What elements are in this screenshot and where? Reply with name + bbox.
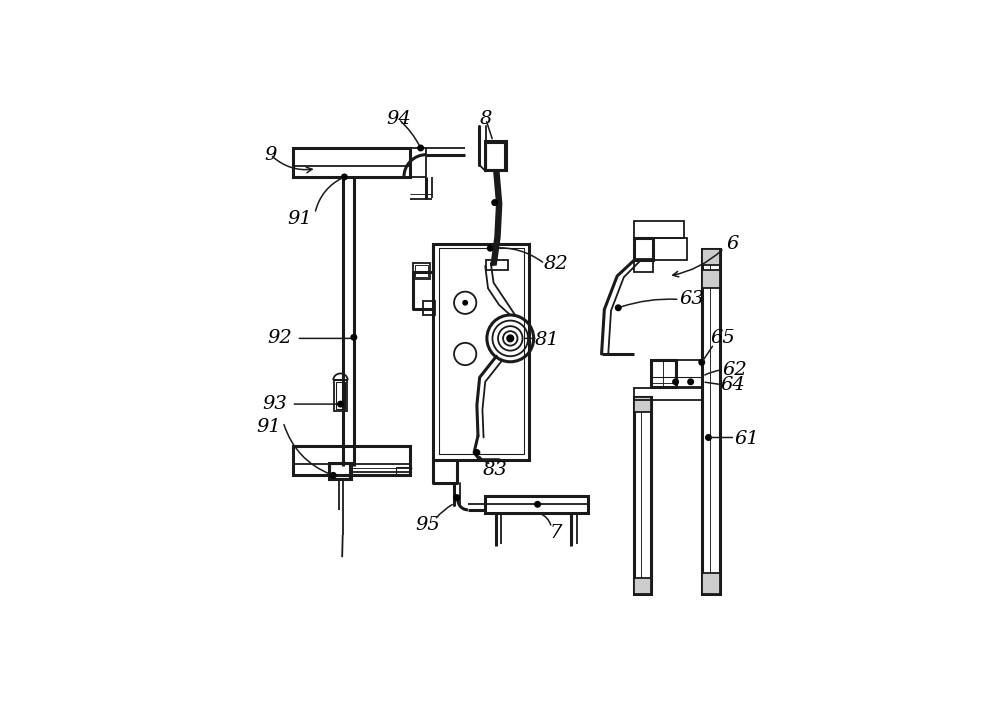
Bar — [634, 260, 653, 272]
Bar — [486, 143, 504, 168]
Bar — [423, 301, 435, 315]
Bar — [634, 221, 684, 238]
Text: 93: 93 — [262, 395, 287, 413]
Bar — [702, 270, 720, 288]
Bar — [634, 397, 651, 412]
Bar — [336, 382, 345, 408]
Text: 83: 83 — [482, 461, 507, 479]
Bar — [702, 249, 720, 594]
Bar — [634, 238, 653, 260]
Circle shape — [699, 359, 705, 365]
Circle shape — [535, 502, 540, 507]
Bar — [334, 380, 347, 411]
Text: 91: 91 — [256, 419, 281, 437]
Bar — [413, 263, 430, 279]
Text: 64: 64 — [720, 376, 745, 393]
Circle shape — [338, 401, 343, 407]
Circle shape — [330, 473, 336, 478]
Text: 65: 65 — [711, 330, 735, 347]
Bar — [651, 359, 663, 388]
Circle shape — [463, 301, 467, 305]
Text: 8: 8 — [480, 110, 492, 128]
Circle shape — [474, 450, 480, 455]
Bar — [634, 388, 702, 400]
Circle shape — [673, 379, 678, 385]
Text: 7: 7 — [550, 524, 562, 542]
Text: 61: 61 — [734, 429, 759, 448]
Bar — [485, 496, 588, 513]
Bar — [329, 463, 351, 479]
Text: 9: 9 — [264, 145, 277, 163]
Bar — [410, 148, 426, 177]
Circle shape — [418, 145, 423, 151]
Bar — [486, 260, 508, 270]
Circle shape — [507, 335, 514, 342]
Bar — [293, 148, 410, 177]
Bar — [396, 467, 410, 475]
Text: 95: 95 — [416, 516, 440, 534]
Text: 81: 81 — [535, 331, 559, 349]
Text: 62: 62 — [723, 361, 748, 379]
Circle shape — [454, 495, 460, 500]
Circle shape — [351, 335, 357, 340]
Bar — [634, 397, 651, 594]
Circle shape — [342, 174, 347, 180]
Text: 6: 6 — [726, 235, 739, 253]
Circle shape — [615, 305, 621, 311]
Circle shape — [492, 200, 497, 205]
Bar — [485, 141, 506, 170]
Bar — [676, 359, 702, 388]
Bar — [330, 464, 349, 478]
Text: 82: 82 — [544, 254, 568, 273]
Circle shape — [688, 379, 693, 385]
Bar — [651, 359, 676, 388]
Bar — [634, 578, 651, 594]
Bar — [415, 265, 428, 277]
Text: 92: 92 — [267, 330, 292, 347]
Text: 94: 94 — [386, 110, 411, 128]
Circle shape — [706, 435, 711, 440]
Circle shape — [487, 245, 493, 251]
Text: 91: 91 — [287, 210, 312, 228]
Bar — [653, 238, 687, 260]
Text: 63: 63 — [679, 291, 704, 309]
Bar — [293, 446, 410, 475]
Bar — [702, 249, 720, 265]
Bar — [702, 573, 720, 594]
